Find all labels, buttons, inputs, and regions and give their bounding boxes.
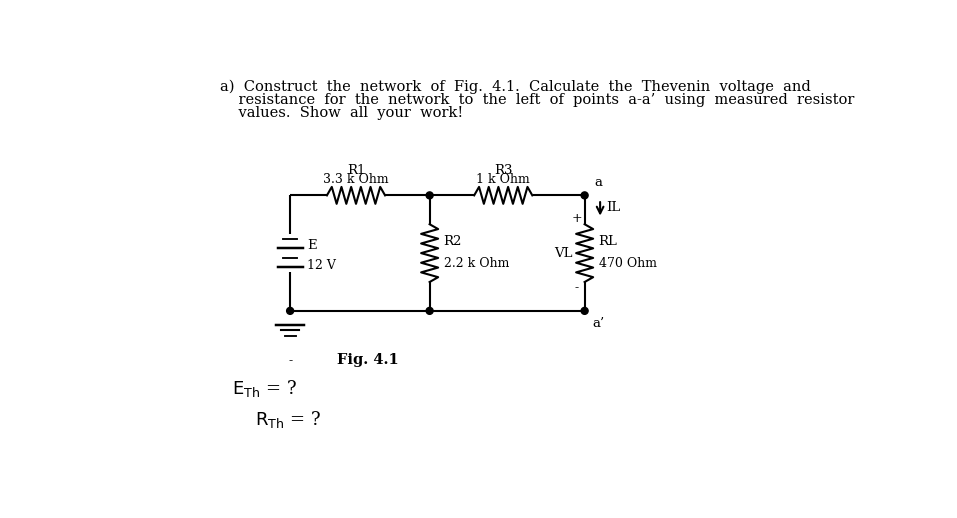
Circle shape [287, 307, 294, 314]
Text: values.  Show  all  your  work!: values. Show all your work! [220, 106, 463, 120]
Text: Fig. 4.1: Fig. 4.1 [337, 353, 398, 367]
Circle shape [426, 307, 434, 314]
Text: IL: IL [607, 201, 620, 214]
Text: -: - [575, 281, 579, 294]
Text: +: + [571, 212, 582, 225]
Text: resistance  for  the  network  to  the  left  of  points  a-a’  using  measured : resistance for the network to the left o… [220, 93, 855, 107]
Text: 12 V: 12 V [307, 260, 336, 272]
Text: 2.2 k Ohm: 2.2 k Ohm [444, 257, 509, 270]
Text: a: a [594, 176, 602, 189]
Text: R1: R1 [346, 164, 366, 177]
Circle shape [581, 192, 589, 199]
Text: $\mathrm{E_{Th}}$ = ?: $\mathrm{E_{Th}}$ = ? [232, 378, 297, 399]
Text: E: E [307, 239, 317, 252]
Text: -: - [288, 354, 292, 367]
Text: a)  Construct  the  network  of  Fig.  4.1.  Calculate  the  Thevenin  voltage  : a) Construct the network of Fig. 4.1. Ca… [220, 80, 812, 94]
Text: R2: R2 [444, 235, 462, 248]
Text: 470 Ohm: 470 Ohm [598, 257, 657, 270]
Text: R3: R3 [494, 164, 513, 177]
Circle shape [581, 307, 589, 314]
Text: RL: RL [598, 235, 617, 248]
Text: VL: VL [554, 247, 572, 260]
Text: $\mathrm{R_{Th}}$ = ?: $\mathrm{R_{Th}}$ = ? [256, 409, 322, 429]
Text: 3.3 k Ohm: 3.3 k Ohm [323, 173, 389, 186]
Text: a’: a’ [592, 317, 605, 330]
Circle shape [426, 192, 434, 199]
Text: 1 k Ohm: 1 k Ohm [477, 173, 530, 186]
